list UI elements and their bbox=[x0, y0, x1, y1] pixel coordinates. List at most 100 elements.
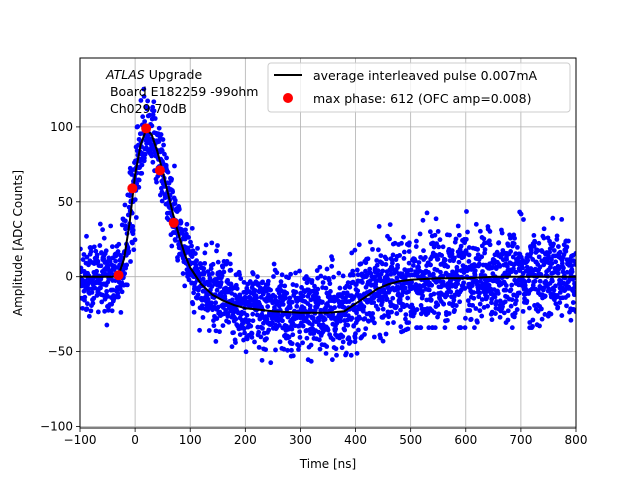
noise-point bbox=[115, 249, 121, 254]
noise-point bbox=[191, 290, 197, 296]
noise-point bbox=[249, 334, 255, 340]
noise-point bbox=[401, 234, 406, 240]
noise-point bbox=[555, 270, 561, 276]
noise-point bbox=[297, 334, 303, 340]
noise-point bbox=[514, 307, 520, 312]
noise-point bbox=[97, 221, 103, 227]
noise-point bbox=[150, 112, 156, 118]
noise-point bbox=[180, 271, 186, 276]
noise-point bbox=[289, 299, 295, 305]
noise-point bbox=[84, 301, 90, 307]
noise-point bbox=[461, 280, 466, 286]
noise-point bbox=[229, 344, 235, 350]
noise-point bbox=[361, 304, 367, 310]
noise-point bbox=[124, 282, 130, 288]
noise-point bbox=[453, 236, 459, 242]
noise-point bbox=[499, 230, 505, 236]
noise-point bbox=[494, 299, 499, 304]
noise-point bbox=[293, 270, 298, 276]
x-tick-label: 700 bbox=[509, 433, 532, 447]
noise-point bbox=[477, 308, 483, 314]
noise-point bbox=[466, 252, 472, 258]
noise-point bbox=[557, 300, 563, 305]
noise-point bbox=[375, 268, 381, 274]
noise-point bbox=[211, 323, 217, 329]
noise-point bbox=[347, 284, 353, 290]
noise-point bbox=[454, 268, 460, 273]
noise-point bbox=[406, 249, 412, 254]
legend-frame bbox=[267, 62, 571, 113]
noise-point bbox=[244, 312, 250, 318]
noise-point bbox=[437, 237, 443, 243]
x-tick-label: −100 bbox=[64, 433, 97, 447]
noise-point bbox=[377, 294, 383, 299]
noise-point bbox=[188, 239, 193, 245]
noise-point bbox=[493, 311, 498, 316]
noise-point bbox=[336, 270, 342, 276]
noise-point bbox=[496, 240, 502, 246]
noise-point bbox=[316, 317, 322, 323]
noise-point bbox=[100, 227, 106, 233]
noise-point bbox=[282, 283, 288, 289]
noise-point bbox=[118, 310, 124, 315]
noise-point bbox=[256, 281, 261, 287]
y-tick-label: 100 bbox=[50, 120, 73, 134]
noise-point bbox=[237, 332, 243, 338]
legend-label-average: average interleaved pulse 0.007mA bbox=[313, 68, 538, 83]
noise-point bbox=[150, 159, 156, 165]
noise-point bbox=[551, 287, 557, 293]
noise-point bbox=[200, 276, 206, 282]
noise-point bbox=[426, 287, 432, 293]
noise-point bbox=[365, 256, 371, 262]
noise-point bbox=[430, 240, 436, 246]
noise-point bbox=[122, 202, 128, 208]
noise-point bbox=[473, 221, 479, 227]
noise-point bbox=[508, 287, 514, 293]
noise-point bbox=[541, 235, 547, 241]
noise-point bbox=[504, 256, 509, 262]
noise-point bbox=[156, 125, 162, 131]
noise-point bbox=[300, 340, 306, 346]
noise-point bbox=[320, 299, 325, 305]
noise-point bbox=[435, 256, 441, 262]
noise-point bbox=[136, 177, 142, 183]
noise-point bbox=[432, 325, 438, 331]
noise-point bbox=[200, 315, 206, 320]
noise-point bbox=[329, 357, 335, 363]
noise-point bbox=[290, 353, 296, 359]
noise-point bbox=[354, 350, 360, 356]
noise-point bbox=[189, 254, 195, 259]
noise-point bbox=[130, 223, 136, 229]
noise-point bbox=[554, 233, 560, 239]
noise-point bbox=[274, 270, 280, 276]
noise-point bbox=[294, 283, 299, 288]
noise-point bbox=[82, 294, 88, 300]
noise-point bbox=[470, 302, 476, 308]
noise-point bbox=[332, 305, 338, 310]
noise-point bbox=[555, 304, 561, 310]
y-tick-label: −50 bbox=[48, 345, 73, 359]
noise-point bbox=[122, 218, 128, 224]
noise-point bbox=[106, 255, 112, 261]
noise-point bbox=[223, 307, 229, 313]
noise-point bbox=[113, 258, 118, 264]
noise-point bbox=[495, 291, 501, 296]
noise-point bbox=[284, 290, 290, 296]
noise-point bbox=[323, 350, 329, 356]
noise-point bbox=[487, 242, 493, 248]
noise-point bbox=[329, 263, 335, 269]
noise-point bbox=[370, 311, 376, 316]
noise-point bbox=[250, 271, 256, 277]
noise-point bbox=[395, 286, 401, 292]
noise-point bbox=[482, 247, 488, 252]
noise-point bbox=[186, 234, 192, 240]
noise-point bbox=[424, 210, 430, 216]
noise-point bbox=[220, 323, 226, 329]
noise-point bbox=[458, 243, 464, 249]
noise-point bbox=[297, 268, 302, 274]
x-axis-label: Time [ns] bbox=[299, 457, 356, 471]
noise-point bbox=[202, 250, 208, 256]
noise-point bbox=[342, 327, 348, 333]
noise-point bbox=[219, 273, 225, 279]
noise-point bbox=[259, 312, 265, 317]
